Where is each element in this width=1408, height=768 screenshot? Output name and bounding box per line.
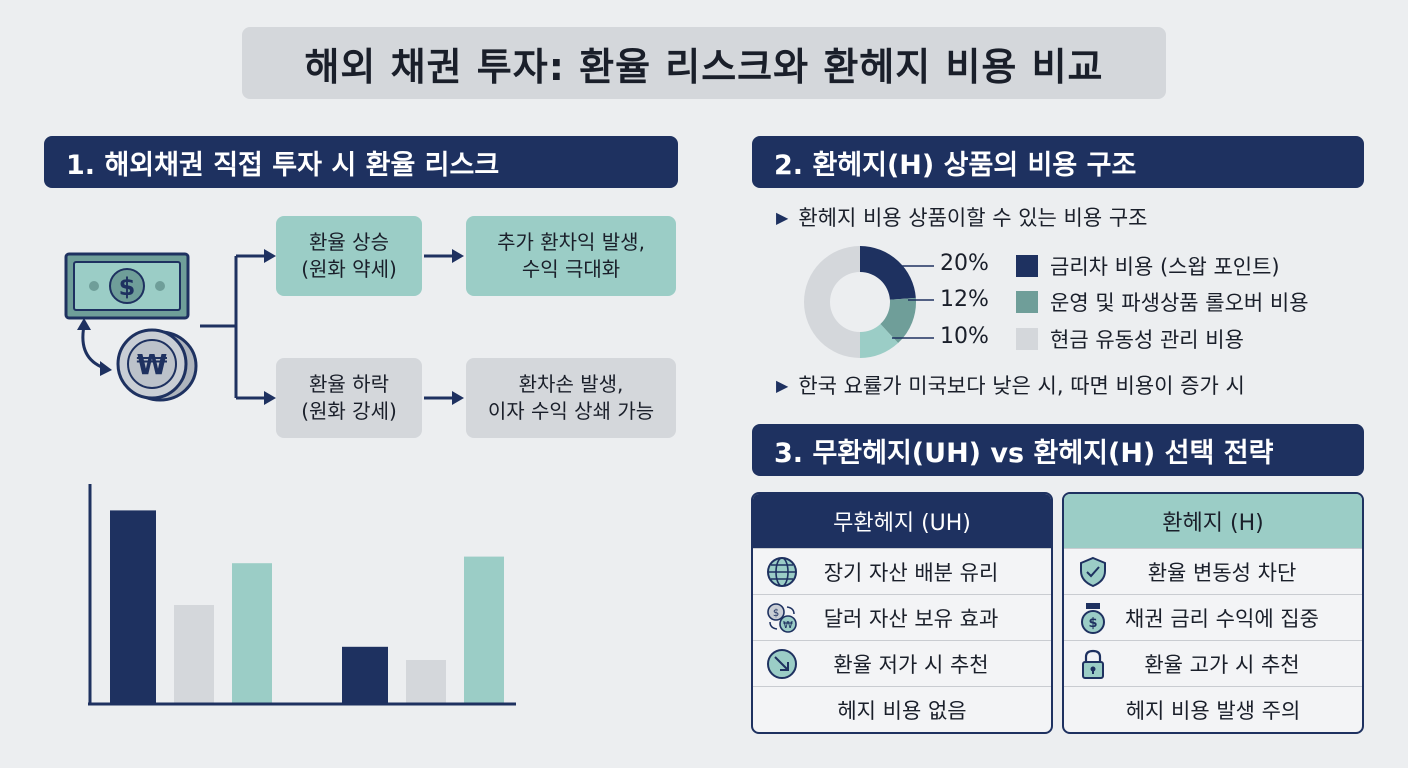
bullet-cost-structure: ▶ 환헤지 비용 상품이할 수 있는 비용 구조 bbox=[776, 202, 1147, 232]
rate-rise-box: 환율 상승 (원화 약세) bbox=[276, 216, 422, 296]
unhedged-card: 무환헤지 (UH) 장기 자산 배분 유리 $ ₩ 달러 자산 보유 효과 환율… bbox=[751, 492, 1053, 734]
hedged-row: $ 채권 금리 수익에 집중 bbox=[1064, 594, 1362, 640]
hedged-row: 헤지 비용 발생 주의 bbox=[1064, 686, 1362, 732]
bar-s0-g0 bbox=[110, 510, 156, 704]
bar-s2-g1 bbox=[464, 556, 504, 704]
curved-arrow-icon bbox=[77, 318, 112, 376]
unhedged-row: 헤지 비용 없음 bbox=[753, 686, 1051, 732]
shield-check-icon bbox=[1080, 556, 1106, 588]
section1-header: 1. 해외채권 직접 투자 시 환율 리스크 bbox=[44, 136, 678, 188]
unhedged-row-label: 달러 자산 보유 효과 bbox=[823, 606, 999, 631]
unhedged-row-label: 헤지 비용 없음 bbox=[837, 698, 967, 723]
rate-fall-line2: (원화 강세) bbox=[301, 399, 397, 423]
rate-rise-line1: 환율 상승 bbox=[309, 230, 389, 254]
exchange-flow-diagram: $ ₩ bbox=[64, 249, 464, 405]
bag-dollar-symbol: $ bbox=[1088, 616, 1097, 631]
donut-slices bbox=[804, 246, 916, 358]
donut-slice-remainder bbox=[804, 246, 860, 358]
rate-rise-outcome-line1: 추가 환차익 발생, bbox=[497, 230, 645, 254]
rate-rise-outcome-line2: 수익 극대화 bbox=[521, 257, 621, 281]
rate-fall-outcome-line1: 환차손 발생, bbox=[518, 372, 624, 396]
cost-donut-chart bbox=[804, 246, 934, 358]
padlock-icon bbox=[1082, 649, 1104, 679]
donut-pct-liquidity: 10% bbox=[940, 324, 989, 349]
triangle-bullet-icon: ▶ bbox=[776, 207, 789, 227]
globe-icon bbox=[767, 557, 797, 587]
bullet-cost-structure-text: 환헤지 비용 상품이할 수 있는 비용 구조 bbox=[798, 206, 1148, 230]
currency-exchange-icon: $ ₩ bbox=[767, 603, 797, 633]
banknote-icon: $ bbox=[64, 252, 190, 320]
hedged-card-title: 환헤지 (H) bbox=[1064, 494, 1362, 548]
flow-arrowheads bbox=[264, 249, 464, 405]
donut-slice-2 bbox=[860, 323, 899, 358]
legend-item-interest: 금리차 비용 (스왑 포인트) bbox=[1016, 251, 1280, 281]
donut-leader-lines bbox=[892, 265, 934, 339]
bullet-rate-gap: ▶ 한국 요률가 미국보다 낮은 시, 따면 비용이 증가 시 bbox=[776, 370, 1245, 400]
hedged-row-label: 채권 금리 수익에 집중 bbox=[1125, 606, 1319, 631]
bar-s2-g0 bbox=[232, 563, 272, 704]
donut-pct-interest: 20% bbox=[940, 251, 989, 276]
rate-fall-outcome-box: 환차손 발생, 이자 수익 상쇄 가능 bbox=[466, 358, 676, 438]
rate-rise-outcome-box: 추가 환차익 발생, 수익 극대화 bbox=[466, 216, 676, 296]
bar-marks bbox=[110, 510, 504, 704]
hedged-row-label: 헤지 비용 발생 주의 bbox=[1125, 698, 1301, 723]
unhedged-row-label: 장기 자산 배분 유리 bbox=[823, 560, 999, 585]
hedged-row: 환율 변동성 차단 bbox=[1064, 548, 1362, 594]
coin-dollar-symbol: $ bbox=[773, 608, 779, 619]
legend-swatch bbox=[1016, 255, 1038, 277]
unhedged-card-title: 무환헤지 (UH) bbox=[753, 494, 1051, 548]
hedged-card: 환헤지 (H) 환율 변동성 차단 $ 채권 금리 수익에 집중 환율 고가 시… bbox=[1062, 492, 1364, 734]
bullet-rate-gap-text: 한국 요률가 미국보다 낮은 시, 따면 비용이 증가 시 bbox=[798, 374, 1245, 398]
dollar-symbol: $ bbox=[119, 273, 136, 301]
legend-label-interest: 금리차 비용 (스왑 포인트) bbox=[1050, 255, 1280, 279]
bar-s0-g1 bbox=[342, 646, 388, 704]
section2-header: 2. 환헤지(H) 상품의 비용 구조 bbox=[752, 136, 1364, 188]
rate-rise-line2: (원화 약세) bbox=[301, 257, 397, 281]
unhedged-row: 환율 저가 시 추천 bbox=[753, 640, 1051, 686]
legend-item-liquidity: 현금 유동성 관리 비용 bbox=[1016, 324, 1244, 354]
unhedged-row: $ ₩ 달러 자산 보유 효과 bbox=[753, 594, 1051, 640]
legend-label-liquidity: 현금 유동성 관리 비용 bbox=[1050, 328, 1244, 352]
rate-fall-line1: 환율 하락 bbox=[309, 372, 389, 396]
section3-header: 3. 무환헤지(UH) vs 환헤지(H) 선택 전략 bbox=[752, 424, 1364, 476]
hedged-row-label: 환율 변동성 차단 bbox=[1147, 560, 1297, 585]
won-symbol: ₩ bbox=[137, 348, 168, 381]
money-bag-icon: $ bbox=[1081, 603, 1105, 634]
hedged-row-label: 환율 고가 시 추천 bbox=[1144, 652, 1300, 677]
unhedged-row-label: 환율 저가 시 추천 bbox=[833, 652, 989, 677]
flow-connectors bbox=[200, 254, 454, 400]
won-coin-icon: ₩ bbox=[116, 328, 198, 402]
legend-item-rollover: 운영 및 파생상품 롤오버 비용 bbox=[1016, 287, 1309, 317]
bar-s1-g0 bbox=[174, 605, 214, 704]
hedged-row: 환율 고가 시 추천 bbox=[1064, 640, 1362, 686]
page-title: 해외 채권 투자: 환율 리스크와 환헤지 비용 비교 bbox=[242, 27, 1166, 99]
triangle-bullet-icon: ▶ bbox=[776, 375, 789, 395]
coin-won-symbol: ₩ bbox=[783, 620, 793, 631]
legend-swatch bbox=[1016, 291, 1038, 313]
unhedged-row: 장기 자산 배분 유리 bbox=[753, 548, 1051, 594]
legend-swatch bbox=[1016, 328, 1038, 350]
rate-fall-outcome-line2: 이자 수익 상쇄 가능 bbox=[487, 399, 655, 423]
bar-s1-g1 bbox=[406, 660, 446, 704]
rate-fall-box: 환율 하락 (원화 강세) bbox=[276, 358, 422, 438]
donut-slice-1 bbox=[880, 297, 916, 344]
bar-chart bbox=[88, 484, 516, 706]
donut-pct-rollover: 12% bbox=[940, 287, 989, 312]
legend-label-rollover: 운영 및 파생상품 롤오버 비용 bbox=[1050, 291, 1309, 315]
downtrend-arrow-icon bbox=[767, 649, 797, 679]
donut-slice-0 bbox=[860, 246, 916, 300]
